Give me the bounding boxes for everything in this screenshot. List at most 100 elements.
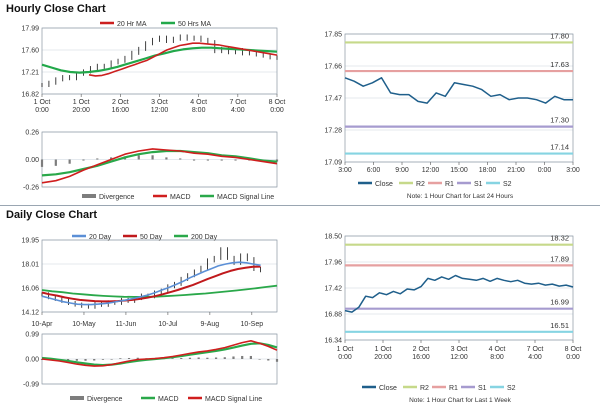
daily-macd-divergence-bar [214,357,218,359]
daily-pivot-r2-label: 18.32 [550,234,569,243]
daily-macd-ytick-label: 0.00 [25,357,39,364]
daily-pivot-xtick-label: 1 Oct [337,346,354,353]
daily-price-frame [41,239,278,313]
daily-macd-divergence-bar [223,357,226,359]
daily-signal-line [41,342,278,367]
daily-macd-divergence-bar [136,357,139,359]
hourly-price-xtick-label: 2 Oct [112,99,129,106]
daily-pivot-xtick-label: 1 Oct [375,346,392,353]
daily-price-ytick-label: 18.01 [21,262,39,269]
daily-pivot-ytick-label: 18.50 [324,234,342,241]
hourly-pivot-xtick-label: 3:00 [338,167,352,174]
daily-section-title: Daily Close Chart [6,209,98,221]
hourly-ma20-line [88,42,278,77]
hourly-macd-divergence-bar [110,157,113,160]
hourly-macd-divergence-bar [82,159,85,161]
hourly-macd-legend-label: Divergence [99,194,135,201]
hourly-pivot-ytick-label: 17.85 [324,32,342,39]
daily-macd-divergence-bar [232,356,235,359]
daily-pivot-legend-label: R1 [449,385,458,392]
hourly-pivot-legend-label: R2 [416,181,425,188]
hourly-macd-divergence-bar [234,159,237,161]
daily-pivot-xtick-label: 7 Oct [527,346,544,353]
hourly-macd-divergence-bar [179,158,182,160]
daily-pivot-ytick-label: 17.96 [324,260,342,267]
hourly-macd-divergence-bar [68,159,71,164]
daily-macd-line [41,339,278,367]
hourly-macd-ytick-label: 0.26 [25,130,39,137]
daily-macd-divergence-bar [180,357,183,359]
hourly-macd-divergence-bar [165,157,168,160]
daily-pivot-legend-label: Close [379,385,397,392]
daily-macd-divergence-bar [84,359,87,361]
hourly-macd-divergence-bar [192,159,196,161]
daily-price-xtick-label: 11-Jun [115,321,136,328]
hourly-pivot-xtick-label: 0:00 [538,167,552,174]
daily-pivot-xtick-label: 12:00 [450,354,468,361]
daily-macd-divergence-bar [206,357,209,359]
hourly-macd-legend-label: MACD Signal Line [217,194,274,201]
daily-macd-divergence-bar [171,358,174,359]
hourly-pivot-close-line [344,77,573,104]
hourly-price-xtick-label: 4:00 [231,107,245,114]
daily-pivot-xtick-label: 4 Oct [489,346,506,353]
daily-macd-legend-swatch [70,396,84,400]
daily-price-xtick-label: 10-Sep [241,321,264,328]
hourly-pivot-ytick-label: 17.09 [324,160,342,167]
daily-pivot-close-line [344,274,574,313]
hourly-price-ytick-label: 17.60 [21,48,39,55]
daily-pivot-xtick-label: 0:00 [566,354,580,361]
hourly-price-xtick-label: 20:00 [72,107,90,114]
hourly-price-xtick-label: 12:00 [151,107,169,114]
hourly-price-ytick-label: 17.21 [21,70,39,77]
daily-macd-divergence-bar [275,359,279,362]
daily-macd-divergence-bar [267,359,270,361]
daily-pivot-xtick-label: 4:00 [528,354,542,361]
hourly-price-legend-label: 50 Hrs MA [178,21,211,28]
daily-macd-divergence-bar [241,355,244,359]
hourly-price-ytick-label: 16.82 [21,92,39,99]
daily-macd-divergence-bar [197,357,200,359]
hourly-macd-divergence-bar [220,159,223,161]
daily-macd-divergence-bar [127,357,131,359]
daily-pivot-xtick-label: 2 Oct [413,346,430,353]
hourly-pivot-s1-label: 17.30 [550,116,569,125]
hourly-macd-divergence-bar [40,159,44,167]
hourly-price-xtick-label: 0:00 [35,107,49,114]
daily-price-ytick-label: 14.12 [21,310,39,317]
daily-price-xtick-label: 9-Aug [201,321,220,328]
hourly-pivot-legend-label: S2 [503,181,512,188]
daily-macd-divergence-bar [119,358,122,359]
hourly-price-xtick-label: 1 Oct [34,99,51,106]
hourly-pivot-legend-label: S1 [474,181,483,188]
hourly-section-title: Hourly Close Chart [6,3,106,15]
daily-macd-divergence-bar [188,357,192,359]
hourly-pivot-legend-label: Close [375,181,393,188]
daily-price-legend-label: 20 Day [89,234,112,241]
hourly-pivot-xtick-label: 15:00 [450,167,468,174]
daily-price-legend-label: 50 Day [140,234,163,241]
hourly-signal-line [41,149,278,177]
hourly-price-xtick-label: 7 Oct [229,99,246,106]
hourly-macd-legend-swatch [82,194,96,198]
daily-pivot-legend-label: S1 [478,385,487,392]
daily-pivot-xtick-label: 20:00 [374,354,392,361]
daily-macd-divergence-bar [93,359,96,361]
daily-pivot-r1-label: 17.89 [550,254,569,263]
hourly-price-ytick-label: 17.99 [21,26,39,33]
hourly-pivot-note: Note: 1 Hour Chart for Last 24 Hours [407,193,514,200]
daily-pivot-s2-label: 16.51 [550,321,569,330]
hourly-pivot-ytick-label: 17.66 [324,64,342,71]
daily-macd-divergence-bar [101,359,105,360]
daily-price-legend-label: 200 Day [191,234,218,241]
section-divider [0,205,600,206]
hourly-pivot-xtick-label: 12:00 [422,167,440,174]
hourly-pivot-legend-label: R1 [445,181,454,188]
hourly-pivot-s2-label: 17.14 [550,143,569,152]
hourly-macd-legend-label: MACD [170,194,191,201]
daily-pivot-xtick-label: 8 Oct [565,346,582,353]
hourly-pivot-xtick-label: 9:00 [395,167,409,174]
daily-pivot-ytick-label: 17.42 [324,286,342,293]
daily-price-ytick-label: 16.06 [21,286,39,293]
